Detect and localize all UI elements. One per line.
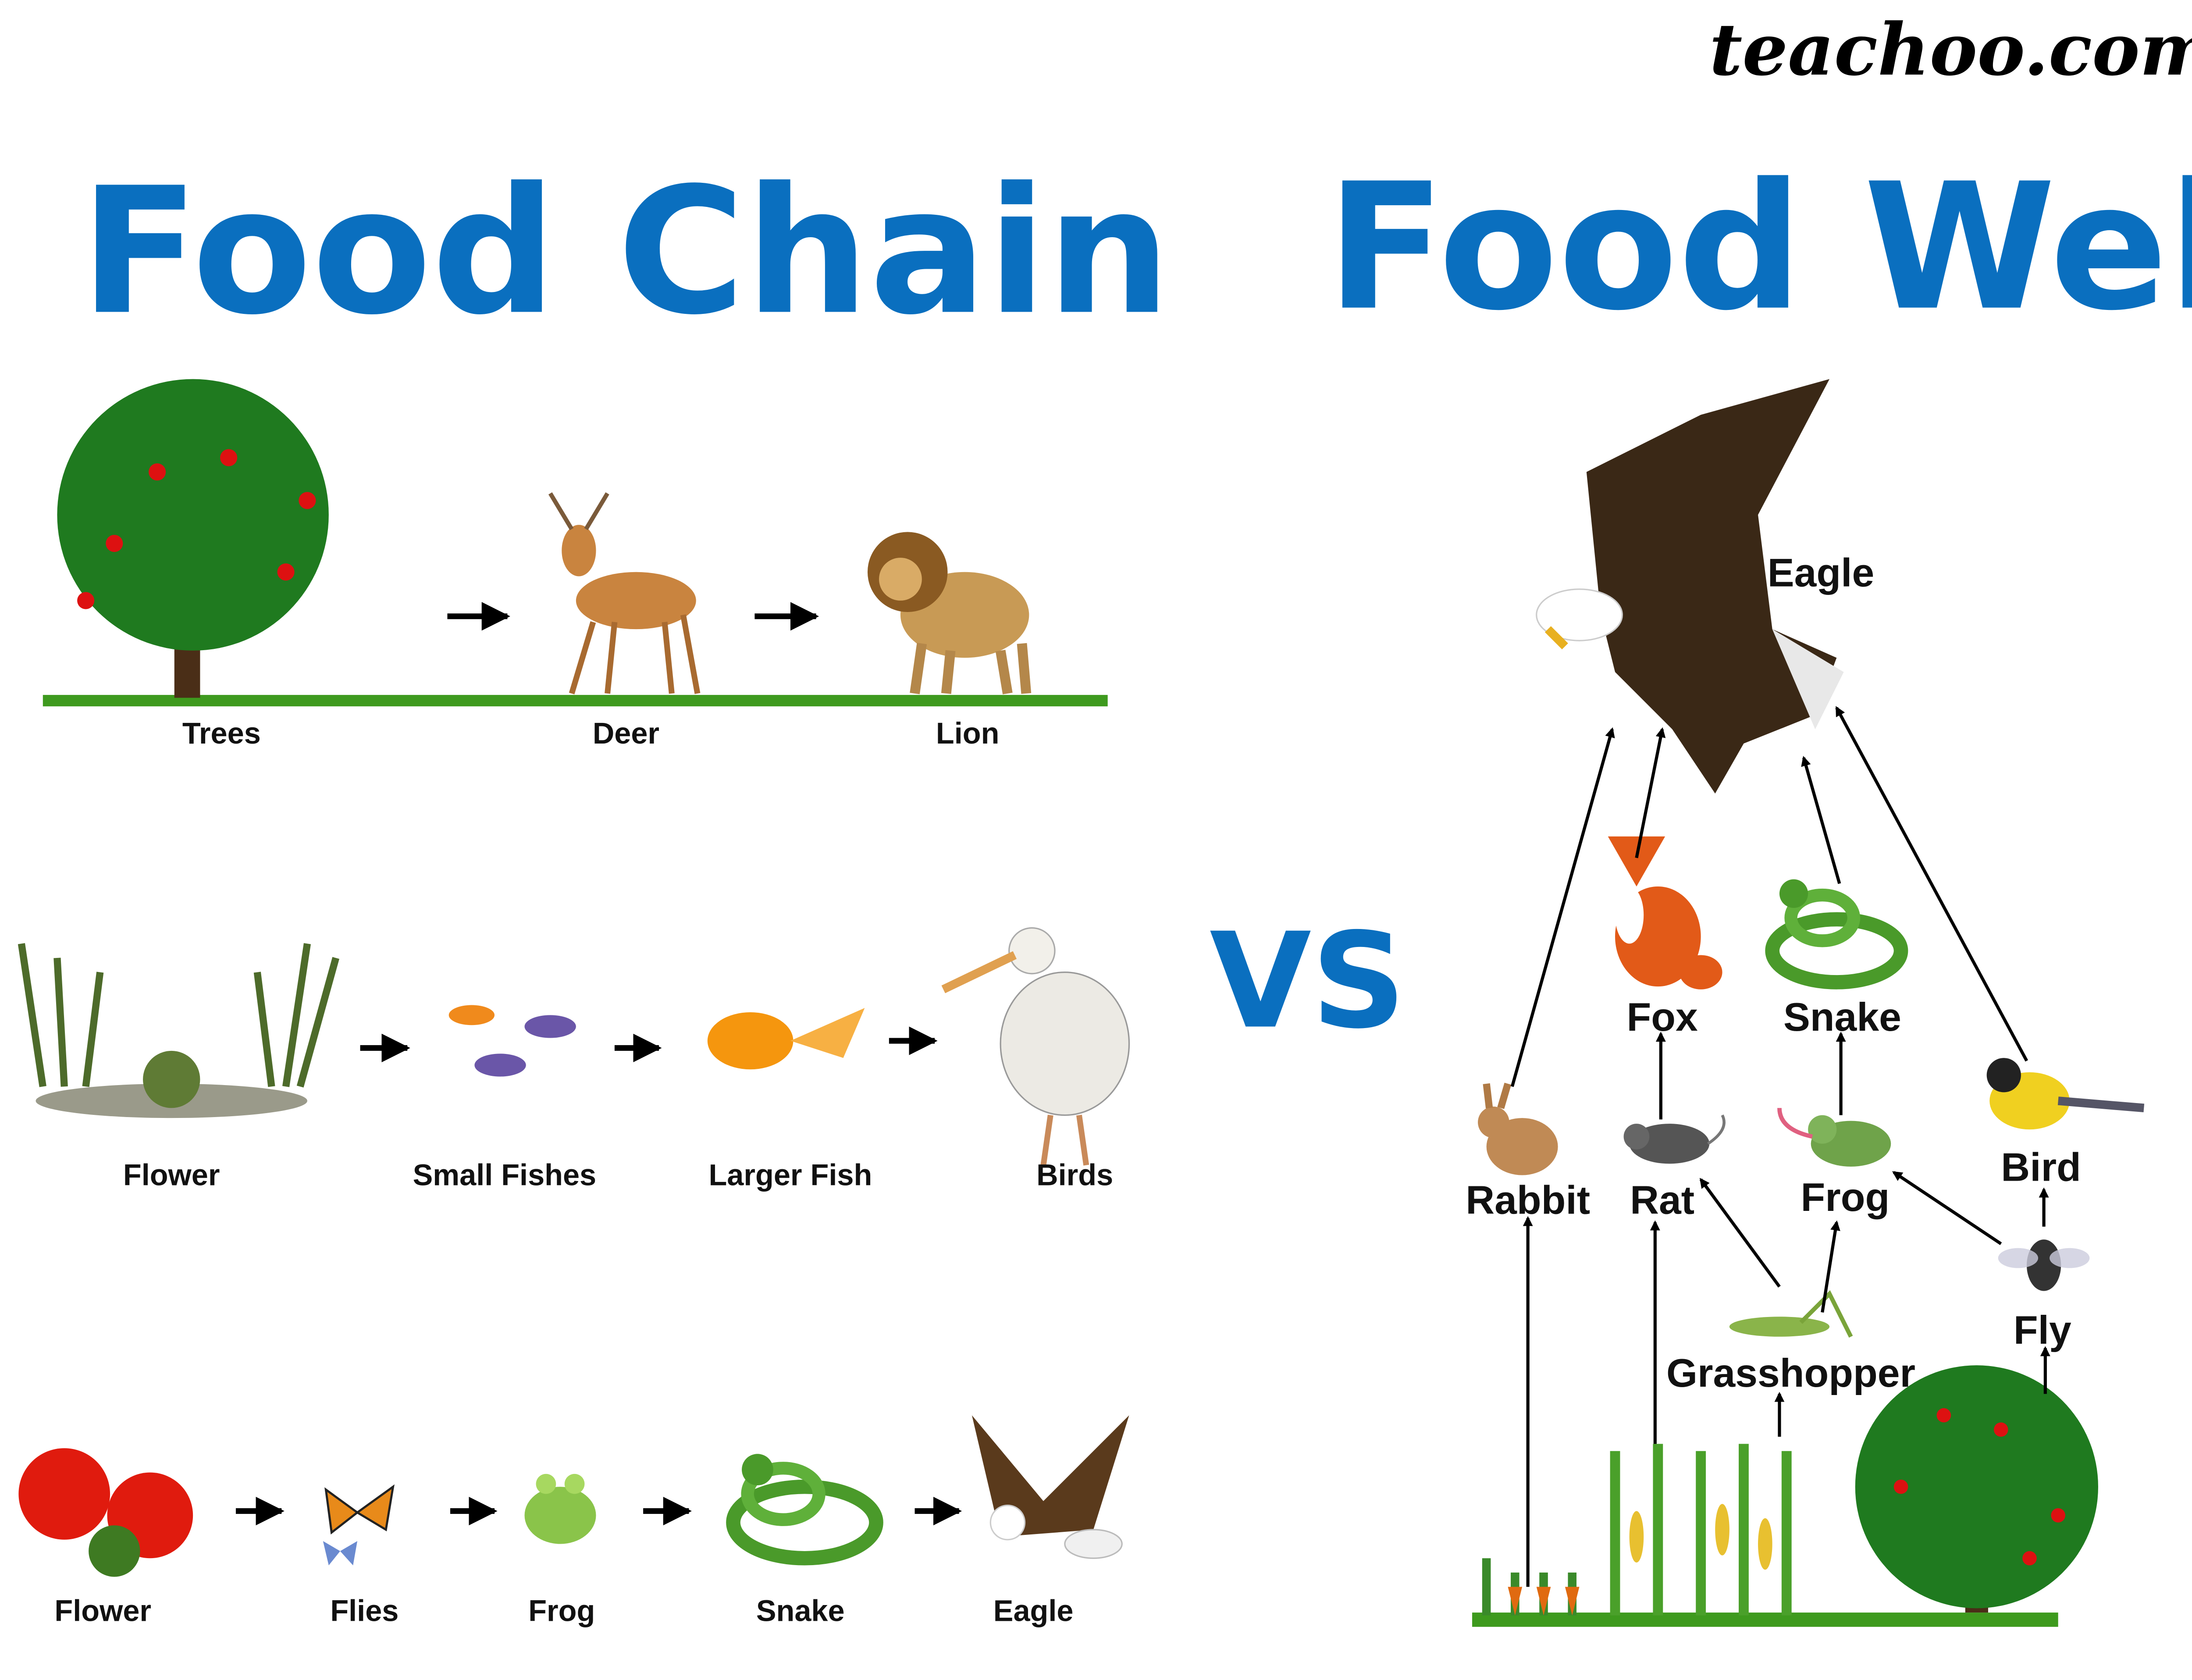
ground-strip bbox=[1472, 1612, 2058, 1627]
corn-plants-icon bbox=[1610, 1444, 1792, 1616]
food-chain-title: Food Chain bbox=[80, 150, 1171, 353]
label-fox: Fox bbox=[1626, 995, 1697, 1039]
ground-strip bbox=[43, 695, 1108, 707]
arrow-grasshopper-to-frog bbox=[1821, 1220, 1840, 1313]
label-flower: Flower bbox=[123, 1158, 220, 1192]
lion-icon bbox=[867, 532, 1032, 694]
teachoo-logo: teachoo.com bbox=[1709, 8, 2192, 92]
frog-icon bbox=[1777, 1108, 1891, 1167]
food-chain-3: Flower Flies Frog Snake Eagle bbox=[18, 1415, 1129, 1628]
rabbit-icon bbox=[1478, 1082, 1558, 1175]
aquatic-plant-icon bbox=[18, 943, 340, 1118]
arrow-fly-to-frog bbox=[1892, 1171, 2002, 1245]
fly-icon bbox=[1998, 1239, 2090, 1291]
arrow-grasshopper-to-rat bbox=[1699, 1178, 1781, 1288]
butterfly-icon bbox=[323, 1484, 395, 1566]
label-larger-fish: Larger Fish bbox=[708, 1158, 872, 1192]
arrow-fox-to-eagle bbox=[1635, 727, 1666, 858]
fox-icon bbox=[1608, 836, 1722, 989]
larger-fish-icon bbox=[707, 1008, 865, 1070]
label-eagle: Eagle bbox=[993, 1594, 1074, 1628]
rat-icon bbox=[1623, 1114, 1726, 1164]
label-snake: Snake bbox=[756, 1594, 845, 1628]
small-fishes-icon bbox=[448, 1005, 576, 1077]
label-small-fishes: Small Fishes bbox=[413, 1158, 597, 1192]
label-grasshopper: Grasshopper bbox=[1666, 1351, 1915, 1395]
hibiscus-flower-icon bbox=[18, 1448, 193, 1577]
frog-icon bbox=[524, 1474, 596, 1544]
bird-icon bbox=[1986, 1058, 2145, 1130]
food-chain-2: Flower Small Fishes Larger Fish Birds bbox=[18, 927, 1130, 1192]
label-fly: Fly bbox=[2014, 1308, 2071, 1353]
label-birds: Birds bbox=[1036, 1158, 1113, 1192]
arrow-bird-to-eagle bbox=[1835, 706, 2028, 1062]
vs-label: VS bbox=[1210, 904, 1406, 1057]
food-web: Eagle Fox Snake Rabbit Rat Frog Bird Fly… bbox=[1466, 379, 2145, 1627]
apple-tree-icon bbox=[1855, 1365, 2098, 1613]
pelican-icon bbox=[941, 927, 1130, 1166]
label-flower: Flower bbox=[54, 1594, 151, 1628]
deer-icon bbox=[548, 492, 701, 694]
label-deer: Deer bbox=[593, 716, 659, 750]
label-frog: Frog bbox=[528, 1594, 595, 1628]
label-flies: Flies bbox=[330, 1594, 399, 1628]
eagle-small-icon bbox=[971, 1415, 1129, 1559]
snake-icon bbox=[726, 1454, 883, 1566]
eagle-icon bbox=[1536, 379, 1844, 794]
arrow-snake-to-eagle bbox=[1801, 756, 1841, 884]
label-frog: Frog bbox=[1801, 1175, 1890, 1220]
label-snake: Snake bbox=[1783, 995, 1901, 1039]
food-chain-1: Trees Deer Lion bbox=[43, 379, 1108, 750]
label-rabbit: Rabbit bbox=[1466, 1178, 1590, 1223]
label-trees: Trees bbox=[182, 716, 261, 750]
grasshopper-icon bbox=[1729, 1290, 1853, 1338]
snake-icon bbox=[1765, 879, 1908, 989]
label-lion: Lion bbox=[936, 716, 999, 750]
label-bird: Bird bbox=[2001, 1145, 2081, 1190]
label-rat: Rat bbox=[1630, 1178, 1694, 1223]
food-web-title: Food Web bbox=[1326, 146, 2192, 349]
small-plants-icon bbox=[1482, 1558, 1580, 1616]
label-eagle: Eagle bbox=[1768, 550, 1875, 595]
tree-icon bbox=[57, 379, 329, 698]
arrow-rabbit-to-eagle bbox=[1510, 727, 1615, 1087]
food-web-arrows bbox=[1510, 706, 2050, 1587]
